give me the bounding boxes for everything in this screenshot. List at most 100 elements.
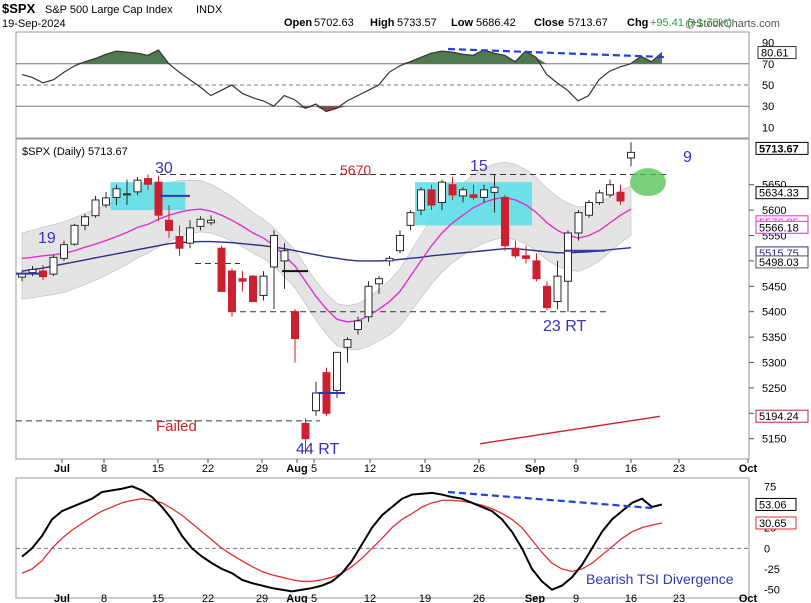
tsi-x-tick-label: Oct — [739, 593, 758, 603]
x-tick-label: 12 — [364, 463, 376, 475]
tsi-x-tick-label: 5 — [311, 593, 317, 603]
price-tick-label: 5300 — [762, 357, 786, 369]
price-annotation: 19 — [38, 230, 56, 247]
tsi-signal-line — [21, 498, 663, 583]
candle-body — [364, 285, 373, 318]
price-label: 5713.67 — [759, 143, 799, 155]
tsi-x-tick-label: 9 — [573, 593, 579, 603]
x-tick-label: 29 — [256, 463, 268, 475]
candle-body — [112, 188, 121, 198]
x-tick-label: Aug — [286, 463, 307, 475]
exchange: INDX — [196, 4, 223, 16]
candle-body — [312, 392, 320, 412]
x-tick-label: 26 — [473, 463, 485, 475]
candle-body — [354, 320, 362, 330]
tsi-tick-label: 75 — [764, 481, 776, 493]
price-tick-label: 5250 — [762, 383, 786, 395]
tsi-line — [21, 485, 663, 593]
candle-body — [438, 181, 446, 203]
candle-body — [196, 218, 205, 227]
price-annotation: 15 — [470, 158, 488, 175]
candle-body — [522, 255, 530, 259]
tsi-current-box — [755, 497, 797, 511]
candle-body — [375, 278, 383, 285]
candle-body — [406, 212, 415, 226]
tsi-x-tick-label: 23 — [673, 593, 685, 603]
tsi-x-tick-label: Aug — [286, 593, 307, 603]
candle-body — [186, 227, 194, 244]
rsi-overbought-fill — [22, 50, 662, 64]
price-tick-label: 5150 — [762, 434, 786, 446]
price-label-box — [755, 409, 809, 423]
ohlc-bar: Open 5702.63 High 5733.57 Low 5686.42 Cl… — [284, 17, 732, 29]
candle-body — [123, 193, 131, 196]
price-label: 5194.24 — [759, 411, 799, 423]
price-label: 5498.03 — [759, 257, 799, 269]
price-annotation: 44 RT — [296, 441, 340, 458]
rsi-tick-label: 70 — [762, 59, 774, 71]
price-label-box — [755, 186, 809, 200]
price-annotation: 9 — [683, 149, 692, 166]
candle-body — [606, 184, 614, 196]
tsi-x-tick-label: Jul — [54, 593, 70, 603]
low-label: Low — [451, 17, 473, 29]
tsi-x-tick-label: 29 — [256, 593, 268, 603]
close-label: Close — [534, 17, 564, 29]
x-tick-label: 19 — [419, 463, 431, 475]
breakout-highlight — [630, 168, 666, 197]
tsi-x-tick-label: Sep — [525, 593, 545, 603]
candle-body — [343, 339, 352, 348]
price-tick-label: 5400 — [762, 307, 786, 319]
tsi-tick-label: 0 — [764, 543, 770, 555]
candle-body — [165, 219, 173, 231]
candle-body — [217, 247, 226, 292]
x-tick-label: 23 — [673, 463, 685, 475]
candle-body — [333, 351, 341, 391]
price-panel-frame — [15, 138, 750, 460]
rsi-line — [21, 49, 663, 113]
candle-body — [133, 179, 142, 193]
candle-body — [291, 311, 299, 340]
tsi-x-tick-label: 22 — [202, 593, 214, 603]
price-annotation: Failed — [156, 418, 197, 435]
candle-body — [427, 189, 436, 206]
rsi-divergence-line — [447, 47, 665, 59]
rsi-current-label: 80.61 — [761, 48, 789, 60]
candle-body — [259, 275, 268, 296]
candle-body — [459, 189, 467, 197]
price-annotation: 23 RT — [543, 318, 587, 335]
x-tick-label: Sep — [525, 463, 545, 475]
rsi-oversold-fill — [22, 106, 662, 112]
price-annotation: 30 — [155, 160, 173, 177]
candle-body — [627, 151, 635, 159]
watermark: @StockCharts.com — [685, 18, 780, 30]
price-label-box — [755, 255, 809, 269]
rsi-tick-label: 10 — [762, 122, 774, 134]
tsi-divergence-line — [447, 490, 653, 510]
price-tick-label: 5450 — [762, 281, 786, 293]
candle-body — [501, 196, 509, 247]
candle-body — [532, 260, 541, 280]
candle-body — [469, 194, 478, 198]
candle-body — [102, 197, 110, 206]
x-tick-label: 22 — [202, 463, 214, 475]
candle-body — [585, 201, 593, 216]
candle-body — [144, 178, 152, 185]
candle-body — [385, 257, 394, 262]
candle-body — [595, 192, 604, 203]
candle-body — [280, 250, 289, 262]
candle-body — [490, 186, 499, 193]
chg-value: +95.41 (+1.70%) — [650, 17, 732, 29]
candle-body — [616, 191, 625, 202]
candle-body — [228, 270, 236, 313]
x-tick-label: 9 — [573, 463, 579, 475]
rsi-tick-label: 30 — [762, 101, 774, 113]
candle-body — [91, 199, 100, 217]
symbol: $SPX — [2, 1, 36, 16]
candle-body — [207, 219, 215, 224]
candle-body — [270, 235, 278, 268]
candle-body — [480, 189, 488, 198]
candle-body — [564, 232, 572, 282]
tsi-signal-label: 30.65 — [759, 518, 787, 530]
